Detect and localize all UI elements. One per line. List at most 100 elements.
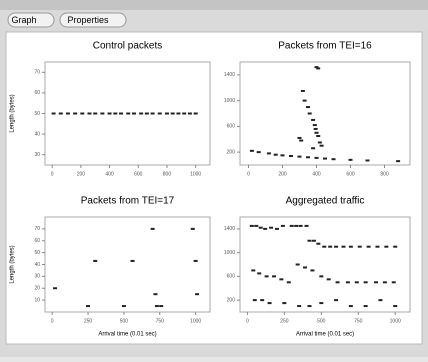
data-point bbox=[317, 141, 322, 144]
x-tick-label: 200 bbox=[278, 171, 287, 177]
data-point bbox=[311, 118, 316, 121]
x-tick-label: 0 bbox=[51, 171, 54, 177]
data-point bbox=[267, 302, 272, 305]
chart-title: Packets from TEI=17 bbox=[81, 196, 175, 207]
y-tick-label: 60 bbox=[34, 90, 40, 96]
data-point bbox=[144, 112, 149, 115]
data-point bbox=[298, 224, 303, 227]
plot-frame bbox=[239, 216, 411, 313]
data-point bbox=[266, 152, 271, 155]
y-tick-label: 70 bbox=[34, 70, 40, 76]
data-point bbox=[393, 305, 398, 308]
y-tick-label: 70 bbox=[34, 226, 40, 232]
data-point bbox=[363, 281, 368, 284]
data-point bbox=[314, 66, 319, 69]
data-point bbox=[86, 305, 91, 308]
data-point bbox=[80, 112, 85, 115]
plot-frame bbox=[239, 61, 411, 166]
data-point bbox=[170, 112, 175, 115]
data-point bbox=[307, 112, 312, 115]
data-point bbox=[345, 281, 350, 284]
x-tick-label: 1000 bbox=[390, 318, 401, 324]
data-point bbox=[310, 269, 315, 272]
data-point bbox=[334, 245, 339, 248]
data-point bbox=[396, 160, 401, 163]
x-tick-label: 500 bbox=[317, 318, 326, 324]
data-point bbox=[256, 151, 261, 154]
y-tick-label: 30 bbox=[34, 274, 40, 280]
y-tick-label: 600 bbox=[227, 124, 236, 130]
data-point bbox=[254, 224, 259, 227]
data-point bbox=[153, 293, 158, 296]
x-tick-label: 250 bbox=[280, 318, 289, 324]
x-tick-label: 1000 bbox=[190, 318, 201, 324]
data-point bbox=[263, 227, 268, 230]
data-point bbox=[295, 263, 300, 266]
data-point bbox=[299, 139, 304, 142]
data-point bbox=[378, 299, 383, 302]
data-point bbox=[316, 67, 321, 70]
data-point bbox=[348, 158, 353, 161]
data-point bbox=[164, 112, 169, 115]
y-tick-label: 1400 bbox=[224, 226, 235, 232]
data-point bbox=[107, 112, 112, 115]
data-point bbox=[314, 131, 319, 134]
x-tick-label: 200 bbox=[77, 171, 86, 177]
x-tick-label: 0 bbox=[246, 318, 249, 324]
data-point bbox=[139, 112, 144, 115]
graph-button[interactable] bbox=[7, 12, 55, 28]
data-point bbox=[316, 242, 321, 245]
data-point bbox=[319, 275, 324, 278]
data-point bbox=[187, 112, 192, 115]
data-point bbox=[58, 112, 63, 115]
data-point bbox=[150, 227, 155, 230]
data-point bbox=[357, 245, 362, 248]
data-point bbox=[289, 224, 294, 227]
data-point bbox=[258, 226, 263, 229]
data-point bbox=[391, 281, 396, 284]
y-tick-label: 30 bbox=[34, 152, 40, 158]
data-point bbox=[311, 147, 316, 150]
x-tick-label: 400 bbox=[105, 171, 114, 177]
data-point bbox=[190, 227, 195, 230]
data-point bbox=[286, 281, 291, 284]
x-axis-label: Arrival time (0.01 sec) bbox=[98, 332, 156, 338]
data-point bbox=[365, 159, 370, 162]
data-point bbox=[311, 239, 316, 242]
data-point bbox=[264, 275, 269, 278]
data-point bbox=[251, 269, 256, 272]
data-point bbox=[307, 305, 312, 308]
y-axis-label: Length (bytes) bbox=[10, 94, 16, 132]
data-point bbox=[182, 112, 187, 115]
data-point bbox=[322, 245, 327, 248]
y-tick-label: 50 bbox=[34, 111, 40, 117]
y-tick-label: 40 bbox=[34, 262, 40, 268]
data-point bbox=[274, 227, 279, 230]
x-tick-label: 800 bbox=[380, 171, 389, 177]
data-point bbox=[316, 135, 321, 138]
x-tick-label: 750 bbox=[156, 318, 165, 324]
x-tick-label: 600 bbox=[346, 171, 355, 177]
data-point bbox=[334, 299, 339, 302]
data-point bbox=[348, 245, 353, 248]
properties-button[interactable] bbox=[59, 12, 127, 28]
data-point bbox=[341, 245, 346, 248]
data-point bbox=[280, 154, 285, 157]
x-tick-label: 600 bbox=[134, 171, 143, 177]
data-point bbox=[323, 157, 327, 160]
title-bar bbox=[0, 0, 428, 10]
data-point bbox=[154, 305, 159, 308]
data-point bbox=[121, 305, 126, 308]
data-point bbox=[273, 153, 278, 156]
data-point bbox=[73, 112, 78, 115]
data-point bbox=[126, 112, 131, 115]
data-point bbox=[272, 275, 276, 278]
data-point bbox=[289, 154, 293, 157]
x-tick-label: 750 bbox=[354, 318, 363, 324]
data-point bbox=[280, 224, 285, 227]
chart-title: Control packets bbox=[93, 41, 162, 52]
y-tick-label: 50 bbox=[34, 250, 40, 256]
data-point bbox=[269, 226, 274, 229]
data-point bbox=[297, 305, 302, 308]
